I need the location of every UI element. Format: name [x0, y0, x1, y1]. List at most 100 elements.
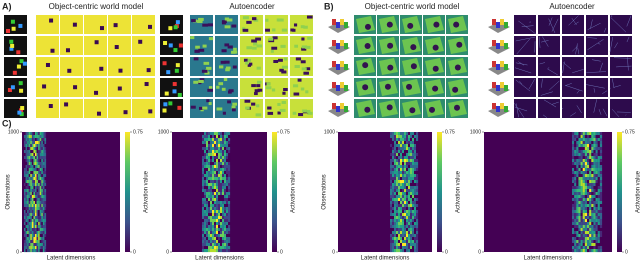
heatmap-cell: [30, 147, 32, 151]
reconstruction-image: [215, 99, 238, 118]
heatmap-cell: [400, 159, 403, 163]
heatmap-cell: [416, 225, 419, 229]
reconstruction-image: [586, 15, 608, 34]
heatmap-cell: [27, 174, 29, 178]
heatmap-cell: [35, 135, 37, 139]
heatmap-cell: [224, 195, 227, 199]
heatmap-cell: [589, 228, 592, 232]
heatmap-cell: [216, 249, 219, 253]
heatmap-cell: [36, 135, 39, 139]
heatmap-cell: [416, 228, 419, 232]
heatmap-cell: [574, 201, 577, 205]
heatmap-cell: [402, 198, 405, 202]
heatmap-cell: [408, 165, 411, 169]
heatmap-cell: [226, 198, 229, 202]
heatmap-cell: [578, 207, 581, 211]
heatmap-cell: [206, 210, 209, 214]
heatmap-cell: [31, 216, 34, 220]
heatmap-cell: [206, 192, 209, 196]
heatmap-cell: [392, 132, 395, 136]
heatmap-cell: [589, 147, 592, 151]
heatmap-cell: [27, 204, 29, 208]
heatmap-cell: [224, 198, 227, 202]
heatmap-cell: [591, 249, 594, 253]
heatmap-cell: [206, 222, 209, 226]
heatmap-cell: [580, 225, 583, 229]
heatmap-cell: [595, 162, 598, 166]
heatmap-cell: [25, 150, 28, 154]
heatmap-cell: [406, 228, 409, 232]
heatmap-cell: [30, 156, 32, 160]
heatmap-cell: [582, 186, 585, 190]
heatmap-cell: [42, 231, 45, 235]
heatmap-cell: [44, 198, 47, 202]
heatmap-cell: [218, 198, 221, 202]
heatmap-cell: [226, 237, 229, 241]
heatmap-cell: [228, 150, 231, 154]
heatmap-cell: [572, 228, 575, 232]
object: [18, 81, 23, 86]
edge: [591, 59, 601, 62]
heatmap-cell: [396, 243, 399, 247]
heatmap-cell: [214, 186, 217, 190]
prediction-image: [132, 57, 155, 76]
object: [45, 62, 50, 67]
heatmap-cell: [41, 198, 43, 202]
blob: [271, 88, 276, 92]
heatmap-cell: [591, 228, 594, 232]
heatmap-cell: [599, 204, 603, 208]
heatmap-cell: [28, 195, 31, 199]
heatmap-cell: [597, 216, 600, 220]
heatmap-cell: [390, 216, 393, 220]
heatmap-cell: [206, 240, 209, 244]
blob: [270, 49, 274, 53]
heatmap-cell: [212, 186, 215, 190]
edge: [515, 103, 519, 118]
heatmap-cell: [390, 153, 393, 157]
heatmap-cell: [42, 240, 45, 244]
heatmap-cell: [214, 216, 217, 220]
heatmap-cell: [218, 165, 221, 169]
heatmap-cell: [406, 168, 409, 172]
reconstruction-image: [562, 99, 584, 118]
heatmap-cell: [202, 132, 205, 136]
heatmap-cell: [28, 183, 31, 187]
heatmap-cell: [41, 213, 43, 217]
heatmap-cell: [584, 183, 588, 187]
heatmap-cell: [31, 210, 34, 214]
object: [166, 70, 171, 75]
heatmap-cell: [41, 174, 43, 178]
blob: [221, 49, 227, 53]
heatmap-cell: [39, 213, 42, 217]
heatmap-cell: [589, 171, 592, 175]
heatmap-cell: [25, 243, 28, 247]
heatmap-cell: [24, 168, 26, 172]
heatmap-cell: [597, 225, 600, 229]
heatmap-cell: [222, 228, 225, 232]
heatmap-cell: [31, 243, 34, 247]
heatmap-cell: [398, 144, 401, 148]
heatmap-cell: [412, 177, 415, 181]
heatmap-cell: [402, 234, 405, 238]
heatmap-cell: [41, 231, 43, 235]
heatmap-cell: [410, 186, 413, 190]
heatmap-cell: [42, 216, 45, 220]
heatmap-cell: [408, 213, 411, 217]
heatmap-cell: [396, 201, 399, 205]
heatmap-cell: [412, 150, 415, 154]
blob: [206, 99, 210, 103]
blob: [281, 65, 288, 69]
heatmap-cell: [582, 171, 585, 175]
heatmap-cell: [226, 141, 229, 145]
heatmap-cell: [25, 168, 28, 172]
heatmap-cell: [218, 237, 221, 241]
heatmap-cell: [33, 195, 36, 199]
heatmap-cell: [392, 162, 395, 166]
colorbar-tick-label: 0: [445, 249, 448, 255]
heatmap-cell: [584, 243, 588, 247]
heatmap-cell: [212, 249, 215, 253]
edge: [518, 20, 536, 35]
heatmap-cell: [593, 186, 596, 190]
heatmap-cell: [28, 210, 31, 214]
heatmap-cell: [228, 249, 231, 253]
